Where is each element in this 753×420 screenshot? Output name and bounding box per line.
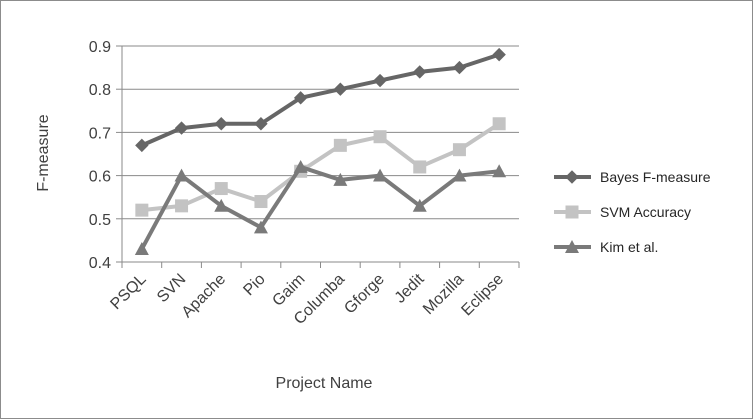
x-tick-label: Eclipse	[458, 271, 507, 320]
legend-marker	[565, 205, 579, 219]
legend: Bayes F-measure SVM Accuracy Kim et al.	[554, 169, 711, 255]
x-tick-label: Pio	[240, 271, 268, 299]
legend-marker	[565, 240, 579, 253]
data-point	[214, 117, 228, 131]
data-point	[134, 242, 149, 255]
data-point	[214, 198, 229, 212]
y-tick-label: 0.4	[89, 255, 111, 272]
x-tick-label: SVN	[154, 271, 189, 306]
data-point	[452, 60, 467, 75]
data-point	[492, 164, 507, 178]
data-point	[293, 91, 308, 105]
x-tick-label: Gforge	[341, 271, 388, 318]
data-point	[452, 143, 466, 157]
y-axis-title: F-measure	[35, 114, 52, 191]
data-point	[373, 73, 387, 88]
data-point	[214, 182, 228, 196]
legend-item: SVM Accuracy	[554, 204, 691, 220]
data-point	[174, 168, 189, 182]
series-triangle	[134, 159, 507, 255]
data-point	[373, 168, 388, 182]
x-tick-label: Jedit	[392, 270, 428, 306]
data-point	[254, 195, 268, 209]
axes	[116, 45, 520, 268]
series-group	[134, 47, 507, 255]
data-point	[492, 117, 506, 131]
x-tick-label: Mozilla	[420, 271, 467, 318]
series-line	[140, 164, 500, 250]
x-tick-label: Apache	[179, 271, 229, 321]
data-point	[254, 117, 268, 131]
data-point	[135, 203, 149, 217]
series-diamond	[135, 47, 506, 153]
data-point	[135, 138, 149, 153]
y-tick-label: 0.9	[89, 39, 111, 56]
data-point	[333, 138, 347, 152]
y-tick-label: 0.7	[89, 125, 111, 142]
legend-item: Kim et al.	[554, 239, 658, 255]
data-point	[452, 168, 467, 182]
data-point	[175, 199, 189, 213]
data-point	[333, 82, 348, 96]
data-point	[333, 172, 348, 186]
x-tick-label: PSQL	[107, 271, 149, 313]
legend-label: SVM Accuracy	[600, 204, 691, 220]
legend-marker	[565, 170, 579, 184]
data-point	[373, 130, 387, 144]
x-axis-title: Project Name	[276, 375, 373, 392]
data-point	[413, 65, 427, 79]
series-line	[141, 122, 501, 213]
y-tick-label: 0.5	[89, 212, 111, 229]
data-point	[413, 160, 427, 174]
data-point	[174, 121, 189, 135]
legend-label: Bayes F-measure	[600, 169, 711, 185]
data-point	[412, 198, 427, 212]
data-point	[492, 47, 506, 62]
series-line	[141, 52, 500, 148]
y-tick-label: 0.8	[89, 82, 111, 99]
y-tick-label: 0.6	[89, 169, 111, 186]
legend-label: Kim et al.	[600, 239, 658, 255]
legend-item: Bayes F-measure	[554, 169, 711, 185]
data-point	[253, 220, 268, 234]
data-point	[293, 159, 308, 173]
